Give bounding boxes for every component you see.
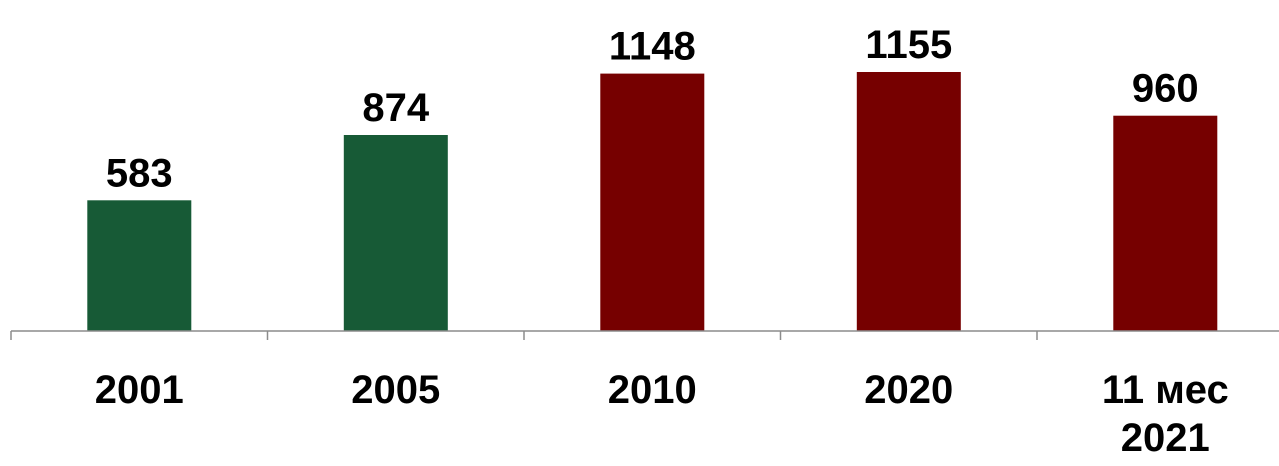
bar-2010 — [600, 73, 705, 331]
x-tick-labels-layer: 2001 2005 2010 2020 11 мес 2021 — [95, 368, 1229, 460]
bars-layer — [87, 72, 1218, 331]
bar-2005 — [343, 135, 448, 331]
bar-2001 — [87, 200, 192, 331]
data-label: 874 — [362, 86, 429, 130]
data-label: 1148 — [609, 25, 696, 69]
bar-11-мес-2021 — [1113, 115, 1218, 331]
x-tick-label: 2005 — [351, 368, 440, 412]
x-tick-label: 2010 — [608, 368, 697, 412]
bar-2020 — [856, 72, 961, 331]
x-tick-label: 11 мес 2021 — [1102, 368, 1229, 460]
data-labels-layer: 583 874 1148 1155 960 — [106, 23, 1199, 195]
x-tick-label: 2020 — [864, 368, 953, 412]
data-label: 960 — [1132, 67, 1199, 111]
x-tick-label: 2001 — [95, 368, 184, 412]
data-label: 583 — [106, 151, 173, 195]
data-label: 1155 — [865, 23, 952, 67]
x-axis — [10, 330, 1279, 340]
